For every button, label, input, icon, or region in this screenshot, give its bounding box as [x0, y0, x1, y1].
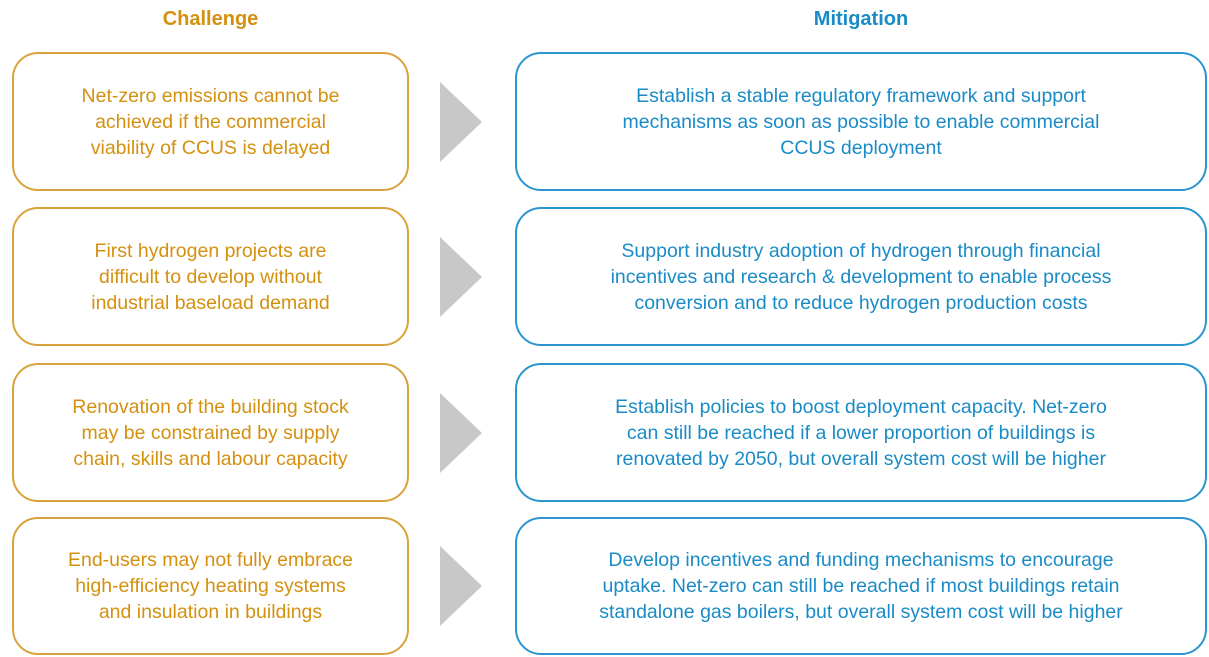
arrow-shape [440, 546, 482, 626]
challenge-box: End-users may not fully embrace high-effi… [12, 517, 409, 655]
mitigation-header: Mitigation [813, 8, 909, 30]
challenge-line: End-users may not fully embrace [67, 549, 354, 571]
challenge-line: high-efficiency heating systems [75, 575, 346, 597]
challenge-line: achieved if the commercial [95, 110, 326, 133]
mitigation-line: Support industry adoption of hydrogen th… [621, 239, 1101, 262]
mitigation-line: renovated by 2050, but overall system co… [616, 447, 1106, 470]
mitigation-box: Support industry adoption of hydrogen th… [515, 207, 1207, 346]
mitigation-line: CCUS deployment [780, 136, 942, 159]
challenge-line: Net-zero emissions cannot be [81, 84, 340, 107]
arrow-shape [440, 236, 482, 317]
mitigation-line: can still be reached if a lower proporti… [626, 421, 1096, 444]
challenge-line: First hydrogen projects are [94, 239, 327, 262]
mitigation-box: Establish policies to boost deployment c… [515, 363, 1207, 502]
challenge-line: difficult to develop without [99, 265, 322, 288]
mitigation-line: Establish policies to boost deployment c… [615, 395, 1107, 418]
mitigation-line: standalone gas boilers, but overall syst… [599, 601, 1123, 623]
challenge-line: may be constrained by supply [81, 421, 340, 444]
mitigation-line: mechanisms as soon as possible to enable… [622, 110, 1100, 133]
challenge-line: and insulation in buildings [98, 601, 323, 623]
challenge-box: First hydrogen projects are difficult to … [12, 207, 409, 346]
mitigation-line: Establish a stable regulatory framework … [636, 84, 1086, 107]
mitigation-line: uptake. Net-zero can still be reached if… [602, 575, 1120, 597]
arrow [440, 546, 482, 626]
challenge-line: Renovation of the building stock [72, 395, 349, 418]
challenge-line: chain, skills and labour capacity [73, 447, 348, 470]
mitigation-box: Establish a stable regulatory framework … [515, 52, 1207, 191]
arrow [440, 236, 482, 317]
challenge-line: industrial baseload demand [91, 291, 330, 314]
mitigation-box: Develop incentives and funding mechanism… [515, 517, 1207, 655]
arrow [440, 81, 482, 162]
arrow [440, 392, 482, 473]
arrow-shape [440, 392, 482, 473]
mitigation-line: conversion and to reduce hydrogen produc… [634, 291, 1088, 314]
arrow-shape [440, 81, 482, 162]
challenge-header: Challenge [162, 8, 259, 30]
challenge-line: viability of CCUS is delayed [90, 136, 331, 159]
challenge-box: Net-zero emissions cannot be achieved if … [12, 52, 409, 191]
mitigation-line: Develop incentives and funding mechanism… [608, 549, 1114, 571]
mitigation-line: incentives and research & development to… [610, 265, 1112, 288]
challenge-box: Renovation of the building stock may be c… [12, 363, 409, 502]
